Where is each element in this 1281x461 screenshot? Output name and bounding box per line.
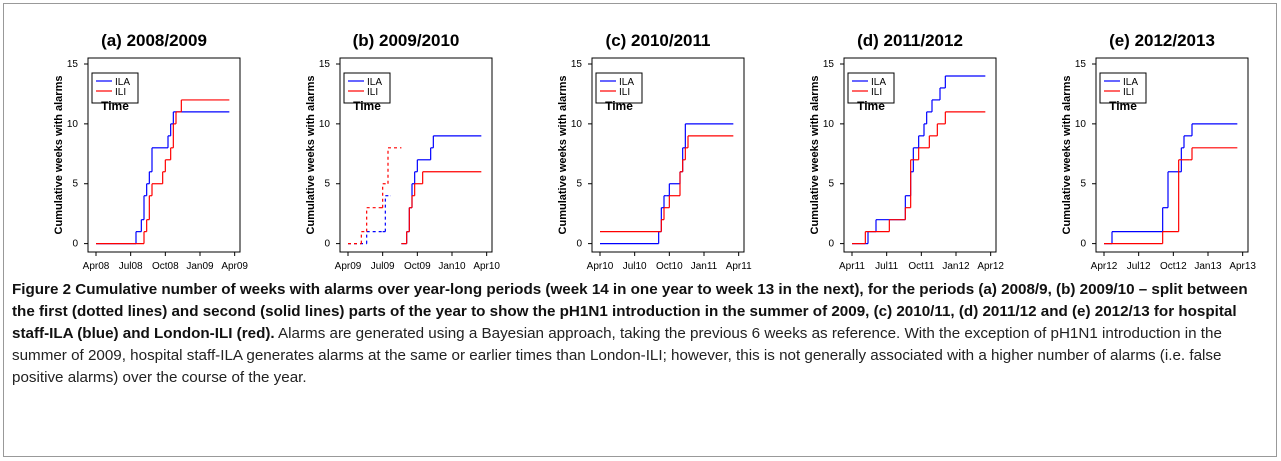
x-tick-label: Oct10	[656, 261, 683, 272]
x-tick-label: Jan11	[691, 261, 718, 272]
y-axis-label: Cumulative weeks with alarms	[53, 76, 65, 235]
y-tick-label: 5	[324, 179, 330, 190]
caption: Figure 2 Cumulative number of weeks with…	[12, 279, 1270, 389]
y-tick-label: 10	[571, 119, 583, 130]
x-tick-label: Apr12	[977, 261, 1004, 272]
legend-label: ILA	[871, 77, 886, 88]
legend-box	[91, 72, 139, 104]
plot-frame	[339, 57, 493, 253]
x-tick-label: Apr09	[221, 261, 248, 272]
x-axis-label: Time	[101, 99, 129, 113]
panel-title: (e) 2012/2013	[1109, 31, 1215, 50]
plot-frame	[843, 57, 997, 253]
x-tick-label: Apr09	[335, 261, 362, 272]
x-tick-label: Apr11	[726, 261, 752, 272]
y-axis-label: Cumulative weeks with alarms	[305, 76, 317, 235]
legend-box	[847, 72, 895, 104]
x-axis-label: Time	[353, 99, 381, 113]
y-tick-label: 15	[67, 59, 79, 70]
y-tick-label: 5	[1080, 179, 1086, 190]
plot-frame	[1095, 57, 1249, 253]
x-tick-label: Jul08	[119, 261, 143, 272]
x-tick-label: Jul11	[875, 261, 899, 272]
x-tick-label: Jan12	[942, 261, 970, 272]
y-tick-label: 5	[576, 179, 582, 190]
panel-title: (b) 2009/2010	[353, 31, 460, 50]
x-tick-label: Apr10	[473, 261, 500, 272]
y-axis-label: Cumulative weeks with alarms	[809, 76, 821, 235]
x-tick-label: Jan10	[438, 261, 466, 272]
caption-bold: Figure 2 Cumulative number of weeks with…	[12, 281, 1248, 342]
x-tick-label: Apr08	[83, 261, 110, 272]
x-tick-label: Jul12	[1127, 261, 1151, 272]
y-axis-label: Cumulative weeks with alarms	[557, 76, 569, 235]
y-tick-label: 15	[319, 59, 331, 70]
y-tick-label: 0	[324, 239, 330, 250]
x-axis-label: Time	[605, 99, 633, 113]
legend-label: ILI	[1123, 87, 1134, 98]
x-tick-label: Oct08	[152, 261, 179, 272]
y-tick-label: 10	[319, 119, 331, 130]
y-tick-label: 15	[1075, 59, 1087, 70]
y-tick-label: 0	[576, 239, 582, 250]
legend-label: ILA	[115, 77, 130, 88]
y-tick-label: 0	[828, 239, 834, 250]
legend-label: ILI	[115, 87, 126, 98]
figure-border	[3, 3, 1277, 457]
y-tick-label: 10	[823, 119, 835, 130]
panel-title: (a) 2008/2009	[101, 31, 207, 50]
x-tick-label: Oct12	[1160, 261, 1187, 272]
x-tick-label: Jan13	[1194, 261, 1222, 272]
plot-frame	[87, 57, 241, 253]
x-tick-label: Apr13	[1229, 261, 1256, 272]
legend-label: ILI	[619, 87, 630, 98]
y-axis-label: Cumulative weeks with alarms	[1061, 76, 1073, 235]
panel-title: (d) 2011/2012	[857, 31, 963, 50]
x-tick-label: Oct11	[908, 261, 934, 272]
legend-box	[343, 72, 391, 104]
y-tick-label: 15	[571, 59, 583, 70]
y-tick-label: 5	[828, 179, 834, 190]
x-tick-label: Jul10	[623, 261, 647, 272]
plot-frame	[591, 57, 745, 253]
y-tick-label: 15	[823, 59, 835, 70]
panel-title: (c) 2010/2011	[606, 31, 711, 50]
x-tick-label: Jul09	[371, 261, 395, 272]
y-tick-label: 5	[72, 179, 78, 190]
legend-label: ILA	[619, 77, 634, 88]
legend-label: ILI	[367, 87, 378, 98]
x-tick-label: Apr10	[587, 261, 614, 272]
x-tick-label: Jan09	[186, 261, 214, 272]
legend-label: ILI	[871, 87, 882, 98]
x-tick-label: Oct09	[404, 261, 431, 272]
legend-box	[1099, 72, 1147, 104]
x-axis-label: Time	[857, 99, 885, 113]
y-tick-label: 0	[72, 239, 78, 250]
legend-label: ILA	[1123, 77, 1138, 88]
legend-label: ILA	[367, 77, 382, 88]
y-tick-label: 10	[1075, 119, 1087, 130]
x-axis-label: Time	[1109, 99, 1137, 113]
legend-box	[595, 72, 643, 104]
x-tick-label: Apr12	[1091, 261, 1118, 272]
x-tick-label: Apr11	[839, 261, 865, 272]
y-tick-label: 0	[1080, 239, 1086, 250]
caption-text: Alarms are generated using a Bayesian ap…	[12, 325, 1222, 386]
y-tick-label: 10	[67, 119, 79, 130]
